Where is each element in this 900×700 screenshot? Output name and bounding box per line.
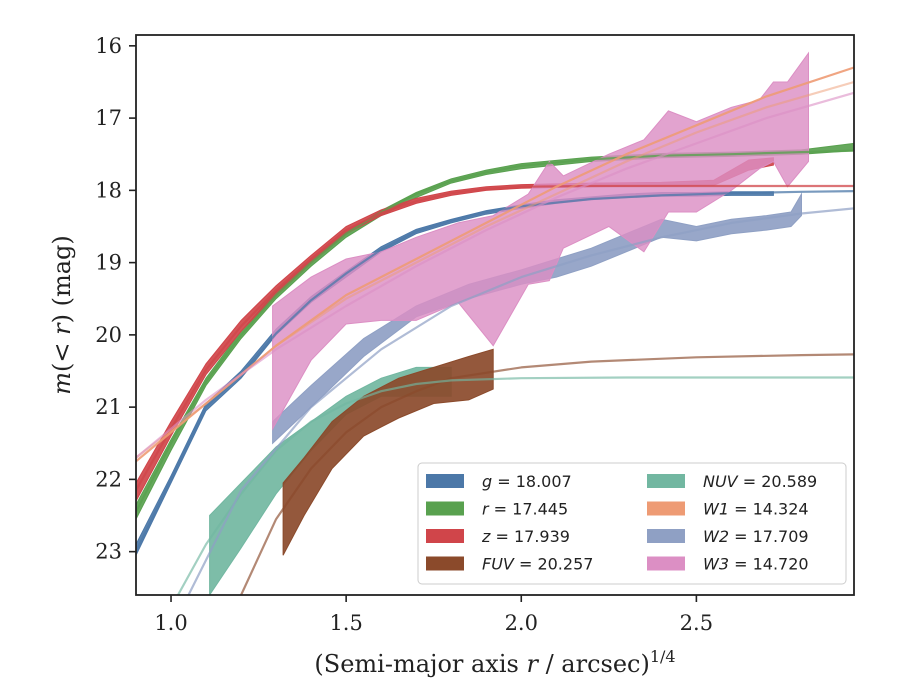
legend-swatch-fuv — [426, 556, 464, 571]
y-tick-label: 23 — [95, 540, 122, 564]
fit-line-r — [136, 149, 854, 513]
y-axis-title: m(< r) (mag) — [48, 235, 76, 395]
y-tick-label: 17 — [95, 106, 122, 130]
fit-line-fuv — [240, 353, 854, 595]
legend-swatch-g — [426, 474, 464, 488]
fit-line-w3 — [136, 91, 854, 459]
y-tick-label: 16 — [95, 34, 122, 58]
plot-area — [136, 51, 854, 595]
legend-label-g: g = 18.007 — [482, 472, 572, 491]
legend-label-z: z = 17.939 — [481, 527, 570, 546]
legend-swatch-nuv — [647, 474, 685, 488]
legend-swatch-w1 — [647, 501, 685, 516]
y-axis: 16 17 18 19 20 21 22 23 — [95, 34, 136, 564]
y-tick-label: 21 — [95, 395, 122, 419]
x-tick-label: 2.5 — [680, 611, 713, 635]
x-axis-title: (Semi-major axis r / arcsec)1/4 — [314, 647, 675, 678]
legend-label-nuv: NUV = 20.589 — [703, 472, 817, 491]
x-tick-label: 2.0 — [505, 611, 538, 635]
legend-label-fuv: FUV = 20.257 — [482, 555, 593, 574]
fit-line-w2 — [187, 207, 854, 595]
legend-label-w2: W2 = 17.709 — [703, 527, 809, 546]
legend: g = 18.007 r = 17.445 z = 17.939 FUV = 20.2… — [417, 462, 847, 585]
legend-swatch-z — [426, 529, 464, 543]
legend-swatch-w2 — [647, 529, 685, 543]
y-tick-label: 22 — [95, 467, 122, 491]
band-layer — [136, 51, 854, 595]
fit-line-nuv — [177, 376, 854, 595]
plot-frame — [135, 34, 855, 596]
x-tick-label: 1.5 — [329, 611, 362, 635]
band-fuv — [282, 348, 494, 556]
x-axis: 1.0 1.5 2.0 2.5 — [154, 595, 713, 635]
legend-swatch-w3 — [647, 556, 685, 571]
legend-label-r: r = 17.445 — [482, 500, 568, 519]
y-tick-label: 19 — [95, 251, 122, 275]
y-tick-label: 20 — [95, 323, 122, 347]
y-tick-label: 18 — [95, 178, 122, 202]
fit-line-layer — [136, 66, 854, 595]
fit-line-z — [136, 184, 854, 491]
legend-label-w1: W1 = 14.324 — [703, 500, 809, 519]
legend-label-w3: W3 = 14.720 — [703, 555, 809, 574]
x-tick-label: 1.0 — [154, 611, 187, 635]
legend-swatch-r — [426, 501, 464, 516]
legend-box — [417, 462, 847, 585]
